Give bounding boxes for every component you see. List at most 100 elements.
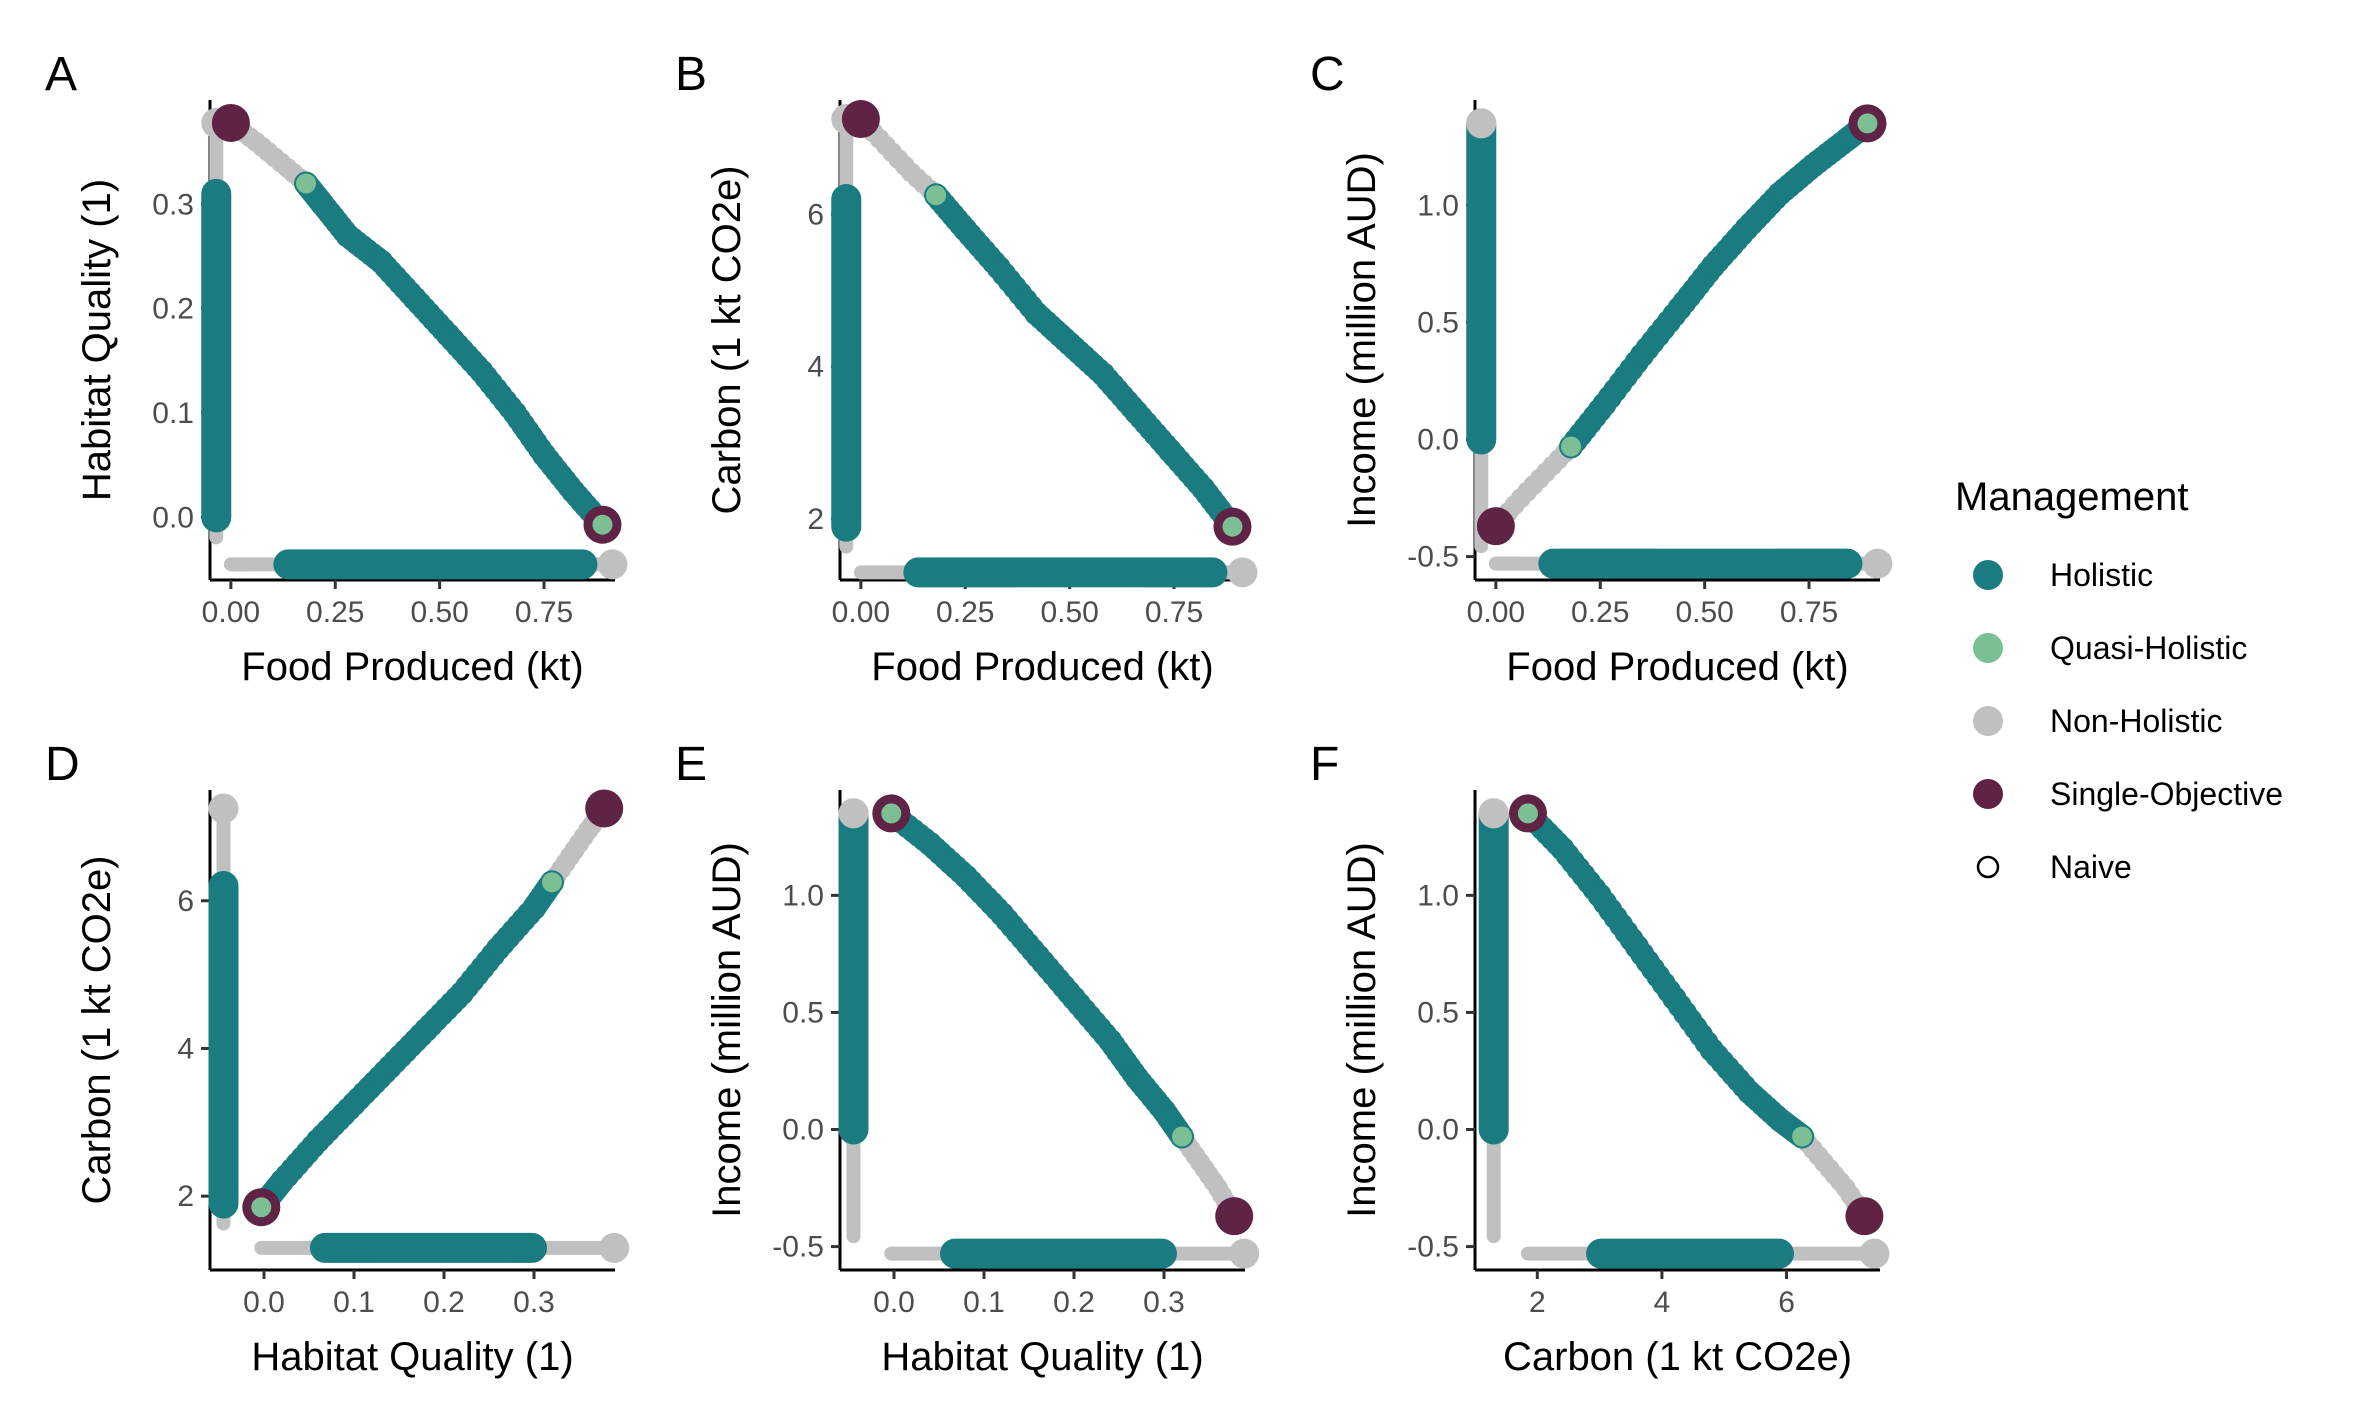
x-tick-label: 0.1 [333, 1286, 375, 1319]
quasi-holistic-point [881, 803, 902, 824]
single-objective-point [1476, 507, 1515, 546]
panel-E: E 0.0 0.1 0.2 0.3 -0.5 0.0 0.5 1.0 Habitat Qualit… [675, 738, 1260, 1379]
legend-key-holistic [1973, 560, 2003, 590]
panel-F: F 2 4 6 -0.5 0.0 0.5 1.0 Carbon (1 kt CO2e) Incom… [1310, 738, 1890, 1379]
legend-key-non_holistic [1973, 706, 2003, 736]
panel-letter: A [45, 48, 77, 101]
quasi-holistic-point [296, 173, 317, 194]
y-tick-label: 0.0 [1417, 424, 1459, 457]
quasi-holistic-point [542, 872, 562, 893]
x-tick-label: 0.50 [1040, 596, 1098, 629]
panel-letter: E [675, 738, 707, 791]
y-tick-label: 0.5 [1417, 996, 1459, 1029]
panel-D: D 0.0 0.1 0.2 0.3 2 4 6 Habitat Quality (1) Carbo… [45, 738, 630, 1379]
quasi-holistic-point [251, 1197, 272, 1218]
legend-key-quasi_holistic [1973, 633, 2003, 663]
single-objective-point [585, 789, 624, 828]
panel-letter: B [675, 48, 707, 101]
x-tick-label: 0.00 [1467, 596, 1525, 629]
panel-letter: D [45, 738, 80, 791]
y-tick-label: 0.0 [782, 1114, 824, 1147]
legend-label: Quasi-Holistic [2050, 630, 2247, 666]
y-axis-title: Income (million AUD) [705, 842, 749, 1218]
non-holistic-point [1229, 1238, 1260, 1269]
x-axis-title: Food Produced (kt) [241, 645, 583, 689]
quasi-holistic-point [592, 514, 613, 535]
y-tick-label: 6 [177, 885, 194, 918]
non-holistic-point [599, 1232, 630, 1263]
legend-item-naive: Naive [1976, 849, 2132, 885]
panel-A: A 0.00 0.25 0.50 0.75 0.0 0.1 0.2 0.3 Food Produc… [45, 48, 628, 689]
y-tick-label: 0.3 [152, 188, 194, 221]
legend-label: Non-Holistic [2050, 703, 2222, 739]
legend-item-holistic: Holistic [1973, 557, 2153, 593]
single-objective-point [1845, 1197, 1884, 1236]
single-objective-point [1215, 1197, 1254, 1236]
legend-key-single_objective [1973, 779, 2003, 809]
x-tick-label: 0.75 [1145, 596, 1203, 629]
y-tick-label: -0.5 [1407, 541, 1459, 574]
x-tick-label: 0.0 [873, 1286, 915, 1319]
x-tick-label: 0.25 [936, 596, 994, 629]
x-tick-label: 0.75 [515, 596, 573, 629]
quasi-holistic-point [926, 185, 947, 206]
y-tick-label: 0.0 [152, 501, 194, 534]
quasi-holistic-point [1517, 803, 1538, 824]
y-tick-label: 2 [177, 1180, 194, 1213]
x-tick-label: 0.3 [513, 1286, 555, 1319]
legend-label: Single-Objective [2050, 776, 2283, 812]
y-tick-label: -0.5 [772, 1231, 824, 1264]
y-axis-title: Carbon (1 kt CO2e) [705, 165, 749, 514]
x-axis-title: Food Produced (kt) [871, 645, 1213, 689]
y-tick-label: 1.0 [1417, 879, 1459, 912]
legend-key-naive [1976, 855, 2000, 879]
x-tick-label: 4 [1654, 1286, 1671, 1319]
y-tick-label: 0.5 [782, 996, 824, 1029]
quasi-holistic-point [1792, 1126, 1813, 1147]
non-holistic-point [1859, 1238, 1890, 1269]
x-tick-label: 0.00 [832, 596, 890, 629]
legend-item-non_holistic: Non-Holistic [1973, 703, 2222, 739]
x-tick-label: 0.0 [243, 1286, 285, 1319]
y-tick-label: 4 [807, 351, 824, 384]
y-tick-label: 1.0 [782, 879, 824, 912]
legend-item-single_objective: Single-Objective [1973, 776, 2283, 812]
x-tick-label: 0.00 [202, 596, 260, 629]
legend-title: Management [1955, 475, 2188, 519]
x-axis-title: Carbon (1 kt CO2e) [1503, 1335, 1852, 1379]
legend-item-quasi_holistic: Quasi-Holistic [1973, 630, 2247, 666]
panel-letter: F [1310, 738, 1339, 791]
y-axis-title: Habitat Quality (1) [75, 179, 119, 501]
non-holistic-point [1227, 557, 1258, 588]
x-tick-label: 0.2 [1053, 1286, 1095, 1319]
y-tick-label: 0.2 [152, 293, 194, 326]
quasi-holistic-point [1561, 436, 1582, 457]
x-tick-label: 2 [1529, 1286, 1546, 1319]
y-tick-label: 1.0 [1417, 189, 1459, 222]
non-holistic-point [597, 549, 628, 580]
non-holistic-point [208, 793, 239, 824]
x-tick-label: 0.75 [1780, 596, 1838, 629]
y-tick-label: -0.5 [1407, 1231, 1459, 1264]
y-tick-label: 0.1 [152, 397, 194, 430]
x-tick-label: 6 [1778, 1286, 1795, 1319]
y-tick-label: 2 [807, 503, 824, 536]
y-axis-title: Income (million AUD) [1340, 842, 1384, 1218]
x-axis-title: Habitat Quality (1) [251, 1335, 573, 1379]
x-tick-label: 0.25 [306, 596, 364, 629]
x-tick-label: 0.50 [1675, 596, 1733, 629]
non-holistic-point [1862, 548, 1893, 579]
x-axis-title: Habitat Quality (1) [881, 1335, 1203, 1379]
quasi-holistic-point [1857, 113, 1878, 134]
non-holistic-point [1478, 798, 1509, 829]
panel-C: C 0.00 0.25 0.50 0.75 -0.5 0.0 0.5 1.0 Food Produ… [1310, 48, 1893, 689]
non-holistic-point [1466, 108, 1497, 139]
y-axis-title: Carbon (1 kt CO2e) [75, 855, 119, 1204]
x-tick-label: 0.25 [1571, 596, 1629, 629]
y-tick-label: 0.0 [1417, 1114, 1459, 1147]
x-tick-label: 0.1 [963, 1286, 1005, 1319]
x-tick-label: 0.3 [1143, 1286, 1185, 1319]
y-axis-title: Income (million AUD) [1340, 152, 1384, 528]
quasi-holistic-point [1222, 516, 1243, 537]
